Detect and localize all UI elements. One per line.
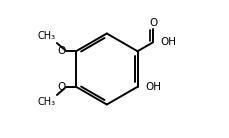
Text: O: O bbox=[57, 46, 65, 56]
Text: OH: OH bbox=[144, 82, 160, 92]
Text: CH₃: CH₃ bbox=[37, 31, 55, 41]
Text: OH: OH bbox=[160, 37, 176, 47]
Text: O: O bbox=[57, 82, 65, 92]
Text: O: O bbox=[149, 18, 157, 28]
Text: CH₃: CH₃ bbox=[37, 97, 55, 107]
